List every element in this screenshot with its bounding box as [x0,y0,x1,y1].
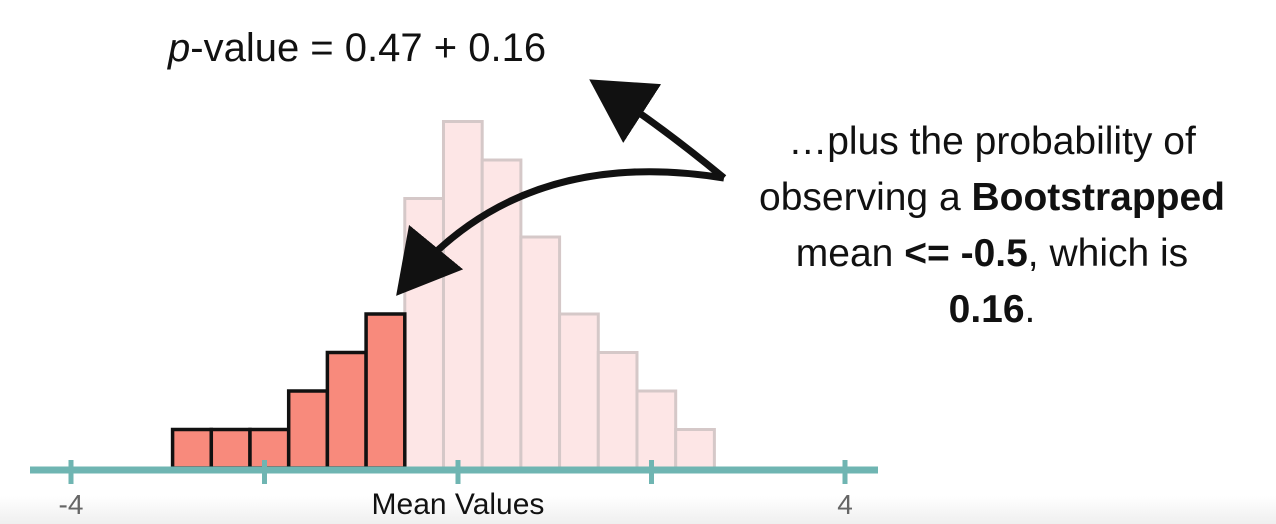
histogram-bar-highlighted [286,389,330,470]
x-tick-label: 4 [837,489,853,520]
callout-line-4: 0.16. [948,288,1036,331]
formula-text: -value = 0.47 + 0.16 [190,26,547,70]
callout-line-3: mean <= -0.5, which is [795,232,1189,275]
histogram-bar [596,351,639,470]
histogram-bar [403,197,445,470]
arrow-to-bars [396,168,725,296]
histogram-bar-highlighted [209,427,252,470]
histogram-bar [635,389,678,470]
x-tick-label: -4 [59,489,84,520]
callout-line-2: observing a Bootstrapped [759,176,1225,219]
histogram-bar-highlighted [248,427,291,470]
x-axis-label: Mean Values [372,488,545,521]
x-axis-ticks: -4 4 [59,460,853,520]
histogram-bar-highlighted [364,312,407,470]
callout-bold-bootstrapped: Bootstrapped [971,176,1225,219]
histogram-bar [519,235,562,470]
histogram-bar-highlighted [170,427,214,470]
p-value-formula: p-value = 0.47 + 0.16 [168,26,546,71]
histogram-bar [674,428,716,470]
p-symbol: p [168,26,191,70]
arrow-to-formula [589,79,727,181]
histogram-bar [441,120,484,470]
callout-bold-threshold: <= -0.5 [904,232,1028,275]
histogram-bar-highlighted [325,350,368,470]
callout-line-1: …plus the probability of [788,120,1196,163]
histogram-bar [558,312,600,470]
bottom-fade [0,496,1276,524]
callout-bold-probability: 0.16 [948,288,1025,331]
callout-text: …plus the probability of observing a Boo… [712,114,1272,338]
